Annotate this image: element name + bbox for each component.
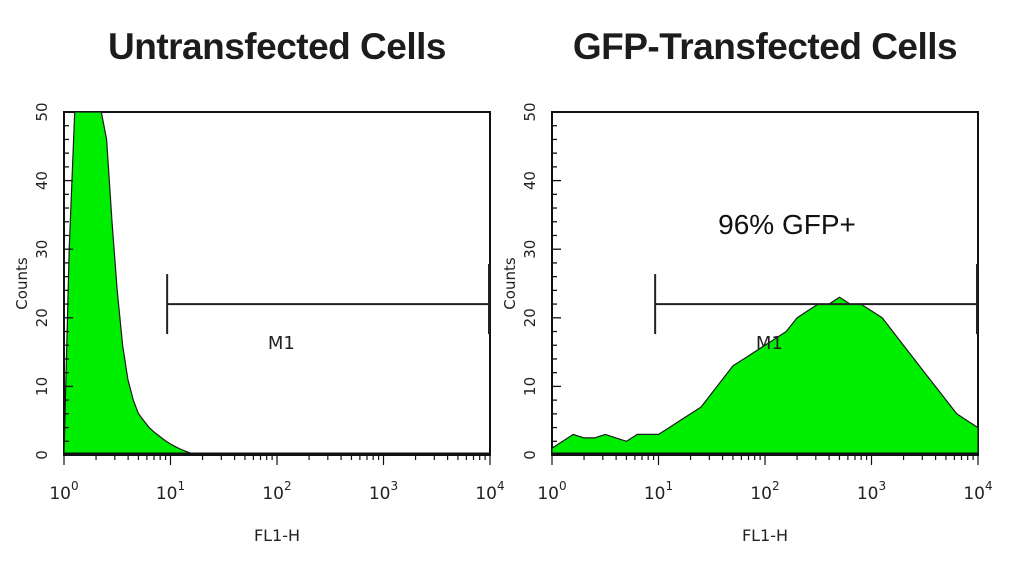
y-tick-label: 0 bbox=[521, 450, 539, 460]
y-tick-label: 50 bbox=[521, 102, 539, 121]
y-tick-label: 20 bbox=[521, 308, 539, 327]
x-tick-label: 100 bbox=[537, 479, 566, 504]
gfp-percent-annotation: 96% GFP+ bbox=[718, 209, 856, 240]
y-tick-label: 50 bbox=[33, 102, 51, 121]
x-tick-label: 101 bbox=[644, 479, 673, 504]
y-tick-label: 10 bbox=[33, 377, 51, 396]
gate-m1-label: M1 bbox=[268, 333, 295, 354]
x-tick-label: 103 bbox=[857, 479, 886, 504]
y-axis-label: Counts bbox=[13, 257, 31, 310]
y-tick-label: 30 bbox=[33, 240, 51, 259]
y-tick-label: 20 bbox=[33, 308, 51, 327]
histogram-area bbox=[551, 296, 979, 456]
plot-untransfected: 0 10 20 30 40 50 Counts 100 101 102 103 104 FL1-H M1 bbox=[13, 102, 505, 545]
gate-m1-label: M1 bbox=[756, 333, 783, 354]
chart-title-untransfected: Untransfected Cells bbox=[108, 26, 447, 67]
x-tick-label: 102 bbox=[750, 479, 779, 504]
x-tick-label: 103 bbox=[369, 479, 398, 504]
x-tick-label: 102 bbox=[262, 479, 291, 504]
x-tick-label: 100 bbox=[49, 479, 78, 504]
plot-frame bbox=[63, 111, 491, 456]
x-tick-label: 104 bbox=[475, 479, 504, 504]
x-axis-label: FL1-H bbox=[742, 526, 788, 545]
y-tick-label: 10 bbox=[521, 377, 539, 396]
x-tick-label: 104 bbox=[963, 479, 992, 504]
y-tick-label: 40 bbox=[521, 171, 539, 190]
x-axis-label: FL1-H bbox=[254, 526, 300, 545]
x-tick-label: 101 bbox=[156, 479, 185, 504]
y-tick-label: 0 bbox=[33, 450, 51, 460]
y-tick-label: 40 bbox=[33, 171, 51, 190]
chart-title-gfp-transfected: GFP-Transfected Cells bbox=[572, 26, 958, 67]
plot-gfp-transfected: 0 10 20 30 40 50 Counts 100 101 102 103 104 FL1-H M1 9… bbox=[501, 102, 993, 545]
y-axis-label: Counts bbox=[501, 257, 519, 310]
y-tick-label: 30 bbox=[521, 240, 539, 259]
